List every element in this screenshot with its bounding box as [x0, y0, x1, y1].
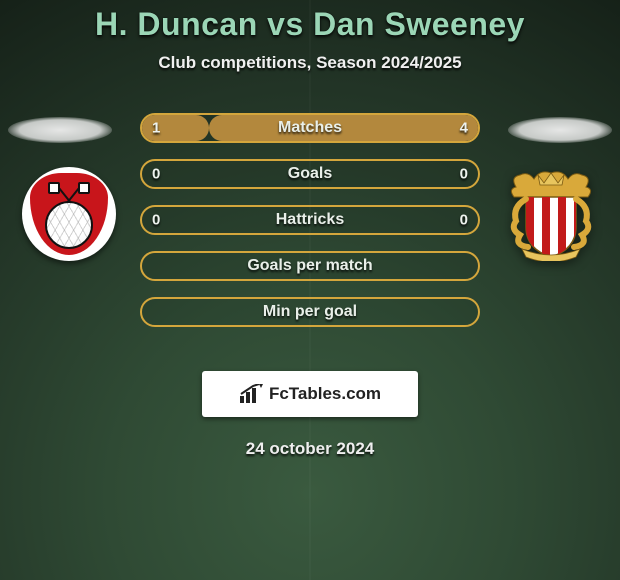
stat-label: Matches	[278, 119, 342, 137]
stat-row: 0 0 Goals	[140, 159, 480, 189]
page-title: H. Duncan vs Dan Sweeney	[0, 6, 620, 43]
stat-value-left: 0	[152, 166, 160, 183]
stat-row: Min per goal	[140, 297, 480, 327]
player-shadow-left	[8, 117, 112, 143]
stat-label: Hattricks	[276, 211, 344, 229]
stat-value-left: 1	[152, 120, 160, 137]
stat-value-left: 0	[152, 212, 160, 229]
stat-fill-right	[209, 115, 478, 141]
stat-value-right: 0	[460, 166, 468, 183]
date-label: 24 october 2024	[0, 439, 620, 459]
stat-value-right: 0	[460, 212, 468, 229]
stat-row: Goals per match	[140, 251, 480, 281]
player-shadow-right	[508, 117, 612, 143]
stat-label: Min per goal	[263, 303, 357, 321]
stat-label: Goals	[288, 165, 332, 183]
stat-row: 1 4 Matches	[140, 113, 480, 143]
stat-row: 0 0 Hattricks	[140, 205, 480, 235]
subtitle: Club competitions, Season 2024/2025	[0, 53, 620, 73]
brand-chart-icon	[239, 384, 263, 404]
club-crest-left	[22, 167, 116, 261]
stat-value-right: 4	[460, 120, 468, 137]
comparison-area: 1 4 Matches 0 0 Goals 0 0 Hattricks Goals per mat…	[0, 101, 620, 361]
stat-label: Goals per match	[247, 257, 372, 275]
brand-text: FcTables.com	[269, 384, 381, 404]
stat-rows: 1 4 Matches 0 0 Goals 0 0 Hattricks Goals per mat…	[140, 113, 480, 343]
brand-badge: FcTables.com	[202, 371, 418, 417]
club-crest-right	[504, 167, 598, 261]
